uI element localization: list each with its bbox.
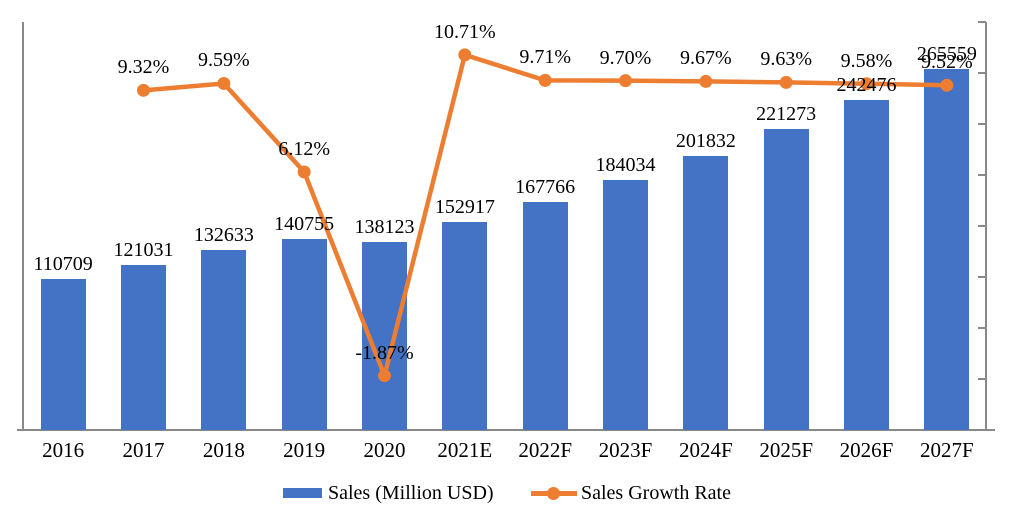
growth-marker-2018	[217, 76, 231, 90]
growth-value-label: 9.52%	[920, 51, 973, 74]
sales-value-label: 110709	[33, 253, 93, 276]
growth-legend-marker-icon	[547, 486, 560, 500]
growth-value-label: 9.71%	[519, 46, 571, 69]
right-axis-tick	[978, 123, 986, 125]
sales-value-label: 167766	[515, 175, 576, 198]
growth-value-label: 9.58%	[840, 49, 893, 72]
sales-legend-label: Sales (Million USD)	[328, 481, 494, 504]
growth-marker-2022F	[538, 73, 552, 87]
growth-marker-2020	[378, 369, 391, 383]
x-axis-label-2024F: 2024F	[678, 438, 733, 462]
growth-marker-2021E	[458, 48, 472, 62]
sales-bar-2024F	[683, 155, 729, 430]
sales-value-label: 265559	[916, 42, 977, 65]
sales-bar-2027F	[924, 68, 970, 430]
left-y-axis	[22, 22, 24, 430]
growth-marker-2023F	[619, 74, 632, 88]
x-axis-label-2016: 2016	[42, 438, 85, 462]
x-axis-label-2022F: 2022F	[518, 438, 572, 462]
right-y-axis	[985, 22, 987, 430]
sales-value-label: 201832	[675, 129, 736, 152]
sales-bar-2017	[121, 265, 166, 430]
right-axis-tick	[978, 327, 986, 329]
sales-bar-2021E	[442, 222, 488, 430]
x-axis-label-2017: 2017	[122, 438, 165, 462]
sales-value-label: 138123	[354, 216, 415, 239]
growth-marker-2019	[297, 165, 311, 179]
growth-legend-label: Sales Growth Rate	[581, 481, 731, 504]
growth-marker-2027F	[940, 78, 954, 92]
right-axis-tick	[978, 21, 986, 23]
x-axis-label-2021E: 2021E	[437, 438, 493, 462]
growth-value-label: 6.12%	[278, 137, 330, 160]
sales-value-label: 121031	[113, 239, 174, 262]
growth-value-label: 9.32%	[117, 56, 170, 79]
growth-value-label: 9.59%	[197, 49, 250, 72]
sales-value-label: 184034	[595, 153, 656, 176]
sales-bar-2018	[201, 249, 247, 430]
right-axis-tick	[978, 225, 986, 227]
growth-value-label: -1.87%	[355, 341, 414, 364]
growth-value-label: 10.71%	[433, 20, 496, 43]
sales-bar-2023F	[603, 179, 648, 430]
sales-bar-2016	[40, 279, 86, 430]
x-axis-label-2020: 2020	[363, 438, 406, 462]
x-axis-label-2018: 2018	[202, 438, 245, 462]
growth-marker-2025F	[779, 75, 793, 89]
x-axis-label-2027F: 2027F	[919, 438, 974, 462]
x-axis-label-2025F: 2025F	[759, 438, 813, 462]
growth-marker-2024F	[699, 74, 713, 88]
x-axis-label-2026F: 2026F	[839, 438, 894, 462]
legend-item-sales: Sales (Million USD)	[283, 480, 494, 506]
sales-value-label: 242476	[836, 74, 897, 97]
sales-legend-swatch-icon	[283, 488, 322, 498]
sales-value-label: 152917	[434, 196, 495, 219]
right-axis-tick	[978, 72, 986, 74]
sales-value-label: 221273	[756, 103, 817, 126]
growth-marker-2017	[137, 83, 150, 97]
sales-bar-2019	[281, 238, 327, 430]
growth-value-label: 9.67%	[679, 47, 732, 70]
growth-value-label: 9.70%	[599, 46, 652, 69]
growth-value-label: 9.63%	[760, 48, 812, 71]
sales-bar-2022F	[522, 201, 568, 430]
sales-value-label: 140755	[274, 212, 335, 235]
right-axis-tick	[978, 174, 986, 176]
legend-item-growth: Sales Growth Rate	[531, 480, 731, 506]
growth-marker-2026F	[860, 77, 873, 91]
x-axis-label-2023F: 2023F	[598, 438, 653, 462]
x-axis-label-2019: 2019	[283, 438, 326, 462]
sales-bar-2025F	[763, 129, 809, 430]
x-axis-baseline	[17, 429, 995, 431]
sales-bar-2026F	[844, 100, 889, 430]
growth-legend-swatch-icon	[531, 486, 577, 500]
right-axis-tick	[978, 276, 986, 278]
sales-value-label: 132633	[193, 223, 254, 246]
right-axis-tick	[978, 378, 986, 380]
